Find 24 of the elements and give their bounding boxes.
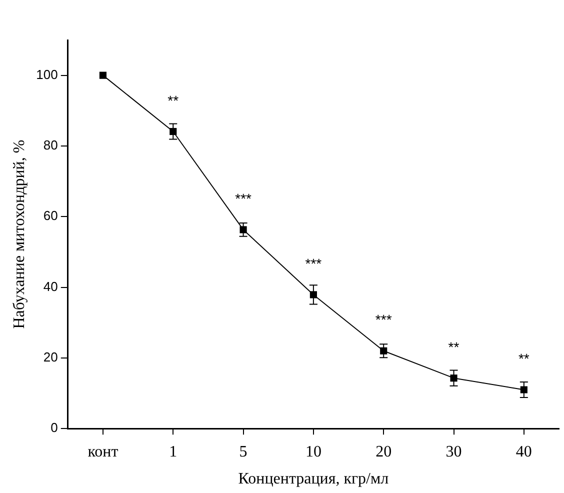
point	[99, 72, 107, 79]
y-tick-label: 20	[43, 350, 58, 365]
annotation: ***	[375, 312, 392, 328]
y-tick-label: 60	[43, 208, 58, 224]
x-tick-label: 10	[305, 443, 322, 460]
y-tick-label: 0	[50, 420, 58, 436]
x-tick-label: 30	[446, 443, 462, 460]
x-tick-label: 1	[169, 443, 178, 460]
x-tick-label: конт	[88, 443, 118, 460]
x-tick-label: 20	[376, 443, 392, 460]
y-tick-label: 80	[43, 138, 58, 153]
annotation: ***	[305, 256, 322, 272]
y-axis-title: Набухание митохондрий, %	[10, 140, 28, 329]
annotation: **	[518, 350, 530, 367]
y-tick-label: 100	[36, 66, 58, 82]
annotation: ***	[235, 190, 252, 207]
point	[520, 386, 528, 394]
x-axis-title: Концентрация, кгр/мл	[238, 470, 389, 488]
annotation: **	[448, 338, 460, 355]
x-tick-label: 40	[516, 443, 532, 460]
y-tick-label: 40	[43, 278, 58, 294]
point	[450, 374, 458, 382]
x-tick-label: 5	[239, 443, 248, 460]
annotation: **	[168, 92, 180, 108]
